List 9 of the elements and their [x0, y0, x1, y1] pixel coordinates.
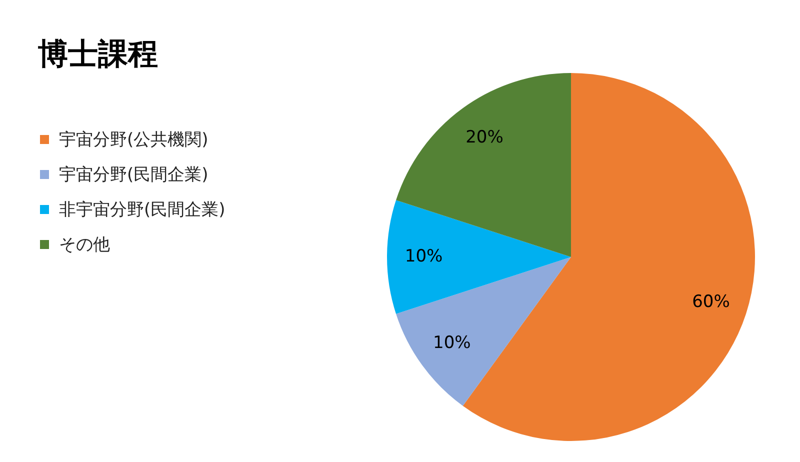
- legend-label: その他: [59, 234, 110, 256]
- chart-title: 博士課程: [38, 36, 158, 74]
- legend-label: 宇宙分野(公共機関): [59, 129, 208, 151]
- data-label: 60%: [692, 292, 730, 312]
- data-label: 20%: [466, 127, 504, 148]
- legend-label: 宇宙分野(民間企業): [59, 164, 208, 186]
- data-label: 10%: [433, 332, 471, 353]
- data-label: 10%: [404, 246, 443, 266]
- legend-label: 非宇宙分野(民間企業): [59, 199, 226, 221]
